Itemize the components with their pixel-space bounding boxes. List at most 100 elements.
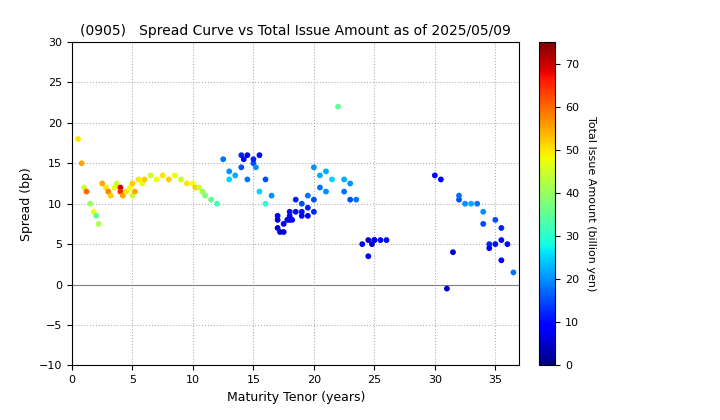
- Title: (0905)   Spread Curve vs Total Issue Amount as of 2025/05/09: (0905) Spread Curve vs Total Issue Amoun…: [81, 24, 511, 38]
- Point: [121, 188, 132, 195]
- Point: [100, 184, 112, 191]
- Point: [199, 192, 211, 199]
- Point: [193, 184, 204, 191]
- Point: [181, 180, 193, 187]
- Point: [93, 220, 104, 227]
- Point: [351, 196, 362, 203]
- Point: [284, 208, 295, 215]
- Point: [151, 176, 163, 183]
- Point: [253, 188, 265, 195]
- Point: [81, 188, 92, 195]
- Point: [274, 228, 286, 235]
- Point: [484, 245, 495, 252]
- Point: [302, 192, 314, 199]
- Point: [369, 237, 380, 244]
- Point: [109, 184, 120, 191]
- Point: [114, 184, 126, 191]
- Point: [96, 180, 108, 187]
- Point: [484, 241, 495, 247]
- Point: [127, 192, 138, 199]
- Point: [76, 160, 87, 167]
- Point: [495, 257, 507, 264]
- Point: [272, 225, 284, 231]
- Point: [125, 184, 136, 191]
- Point: [278, 220, 289, 227]
- Y-axis label: Total Issue Amount (billion yen): Total Issue Amount (billion yen): [586, 116, 595, 291]
- Point: [238, 156, 250, 163]
- Point: [242, 152, 253, 159]
- Point: [296, 200, 307, 207]
- Point: [290, 196, 302, 203]
- X-axis label: Maturity Tenor (years): Maturity Tenor (years): [227, 391, 365, 404]
- Point: [374, 237, 386, 244]
- Y-axis label: Spread (bp): Spread (bp): [20, 167, 33, 241]
- Point: [197, 188, 208, 195]
- Point: [369, 237, 380, 244]
- Point: [272, 213, 284, 219]
- Point: [102, 188, 114, 195]
- Point: [253, 152, 265, 159]
- Point: [163, 176, 174, 183]
- Point: [117, 192, 129, 199]
- Point: [338, 188, 350, 195]
- Point: [320, 168, 332, 175]
- Point: [284, 213, 295, 219]
- Point: [465, 200, 477, 207]
- Point: [302, 205, 314, 211]
- Point: [508, 269, 519, 276]
- Point: [333, 103, 344, 110]
- Point: [344, 180, 356, 187]
- Point: [187, 180, 199, 187]
- Point: [235, 164, 247, 171]
- Point: [88, 208, 99, 215]
- Point: [363, 237, 374, 244]
- Point: [132, 176, 144, 183]
- Point: [477, 208, 489, 215]
- Point: [157, 172, 168, 179]
- Point: [139, 176, 150, 183]
- Point: [260, 200, 271, 207]
- Point: [230, 172, 241, 179]
- Point: [381, 237, 392, 244]
- Point: [308, 208, 320, 215]
- Point: [314, 172, 325, 179]
- Point: [326, 176, 338, 183]
- Point: [189, 184, 201, 191]
- Point: [459, 200, 471, 207]
- Point: [472, 200, 483, 207]
- Point: [495, 237, 507, 244]
- Point: [502, 241, 513, 247]
- Point: [338, 176, 350, 183]
- Point: [205, 196, 217, 203]
- Point: [302, 213, 314, 219]
- Point: [235, 152, 247, 159]
- Point: [454, 192, 465, 199]
- Point: [308, 196, 320, 203]
- Point: [429, 172, 441, 179]
- Point: [435, 176, 446, 183]
- Point: [72, 136, 84, 142]
- Point: [212, 200, 223, 207]
- Point: [278, 228, 289, 235]
- Point: [223, 176, 235, 183]
- Point: [129, 188, 140, 195]
- Point: [287, 217, 298, 223]
- Point: [78, 184, 90, 191]
- Point: [248, 160, 259, 167]
- Point: [477, 220, 489, 227]
- Point: [290, 208, 302, 215]
- Point: [242, 176, 253, 183]
- Point: [490, 217, 501, 223]
- Point: [260, 176, 271, 183]
- Point: [250, 164, 261, 171]
- Point: [111, 180, 122, 187]
- Point: [282, 217, 293, 223]
- Point: [114, 188, 126, 195]
- Point: [296, 213, 307, 219]
- Point: [366, 241, 378, 247]
- Point: [447, 249, 459, 255]
- Point: [175, 176, 186, 183]
- Point: [490, 241, 501, 247]
- Point: [127, 180, 138, 187]
- Point: [105, 192, 117, 199]
